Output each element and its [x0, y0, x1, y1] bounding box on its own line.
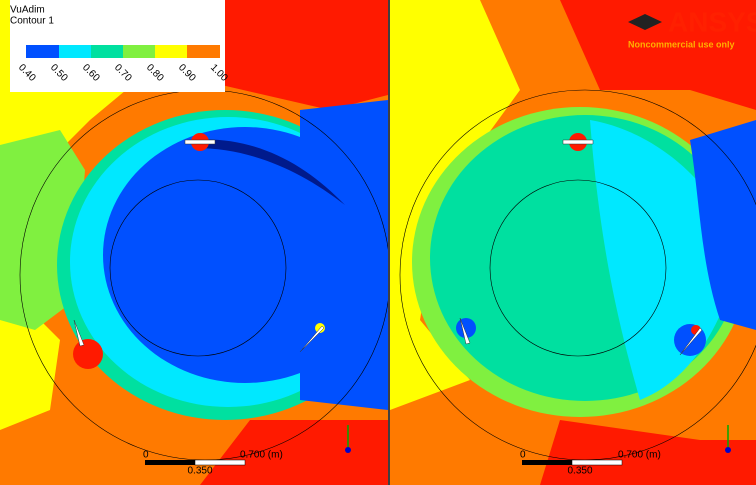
field-red — [540, 420, 756, 485]
scale-bar — [145, 460, 195, 465]
scale-end: 0.700 (m) — [240, 450, 283, 461]
scale-bar — [522, 460, 572, 465]
blade — [184, 139, 216, 145]
field-red — [560, 0, 756, 110]
axis-triad — [345, 447, 351, 453]
field-blue — [674, 324, 706, 356]
logo-cap — [628, 14, 662, 30]
legend-swatch — [123, 45, 155, 58]
blade — [73, 319, 85, 347]
scale-bar — [571, 459, 623, 466]
legend-subtitle: Contour 1 — [10, 16, 54, 27]
left-contour-panel: VuAdim Contour 1 0.40 0.50 0.60 0.70 0.80 0.9… — [0, 0, 388, 485]
scale-mid: 0.350 — [187, 466, 212, 477]
field-blue — [690, 120, 756, 330]
stagnation-spot — [73, 339, 103, 369]
legend-title: VuAdim — [10, 5, 45, 16]
field-blue-wake — [300, 100, 388, 410]
legend-swatch — [91, 45, 123, 58]
scale-mid: 0.350 — [567, 466, 592, 477]
blade — [562, 139, 594, 145]
reference-circle — [109, 179, 287, 357]
legend-swatch — [59, 45, 91, 58]
logo-notice: Noncommercial use only — [628, 39, 735, 49]
scale-start: 0 — [143, 450, 149, 461]
legend-swatch — [155, 45, 187, 58]
scale-end: 0.700 (m) — [618, 450, 661, 461]
legend-swatch — [187, 45, 220, 58]
legend-swatch — [26, 45, 59, 58]
right-contour-panel: ANSYS Noncommercial use only 0 0.700 (m)… — [390, 0, 756, 485]
field-yellow — [390, 0, 520, 410]
reference-circle — [489, 179, 667, 357]
blade — [299, 325, 325, 353]
blade — [679, 327, 703, 356]
logo-brand: ANSYS — [668, 6, 756, 37]
blade — [459, 317, 471, 345]
scale-start: 0 — [520, 450, 526, 461]
scale-bar — [194, 459, 246, 466]
axis-triad — [725, 447, 731, 453]
